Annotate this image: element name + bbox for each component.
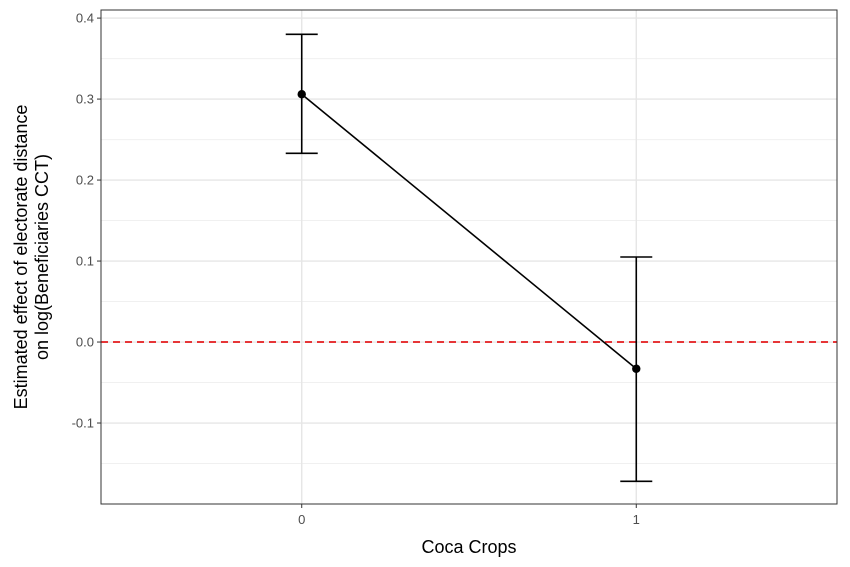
x-axis-title: Coca Crops bbox=[421, 537, 516, 557]
panel-border bbox=[100, 9, 838, 505]
data-point bbox=[632, 364, 641, 373]
data-point bbox=[297, 90, 306, 99]
y-tick-label: 0.2 bbox=[76, 173, 94, 188]
x-tick-label: 0 bbox=[298, 512, 305, 527]
y-tick-label: -0.1 bbox=[72, 416, 94, 431]
y-axis-title-line-2: on log(Beneficiaries CCT) bbox=[32, 154, 52, 360]
data-layer bbox=[285, 33, 653, 483]
series-line bbox=[301, 93, 637, 370]
y-tick-label: 0.3 bbox=[76, 92, 94, 107]
y-axis-title-line-1: Estimated effect of electorate distance bbox=[11, 105, 31, 410]
grid-layer bbox=[101, 10, 837, 504]
y-axis-title: Estimated effect of electorate distance … bbox=[11, 105, 52, 410]
y-tick-label: 0.4 bbox=[76, 11, 94, 26]
y-tick-label: 0.0 bbox=[76, 335, 94, 350]
x-tick-label: 1 bbox=[633, 512, 640, 527]
axis-layer: 0.4 0.3 0.2 0.1 0.0 -0.1 0 1 bbox=[72, 11, 640, 527]
y-tick-label: 0.1 bbox=[76, 254, 94, 269]
